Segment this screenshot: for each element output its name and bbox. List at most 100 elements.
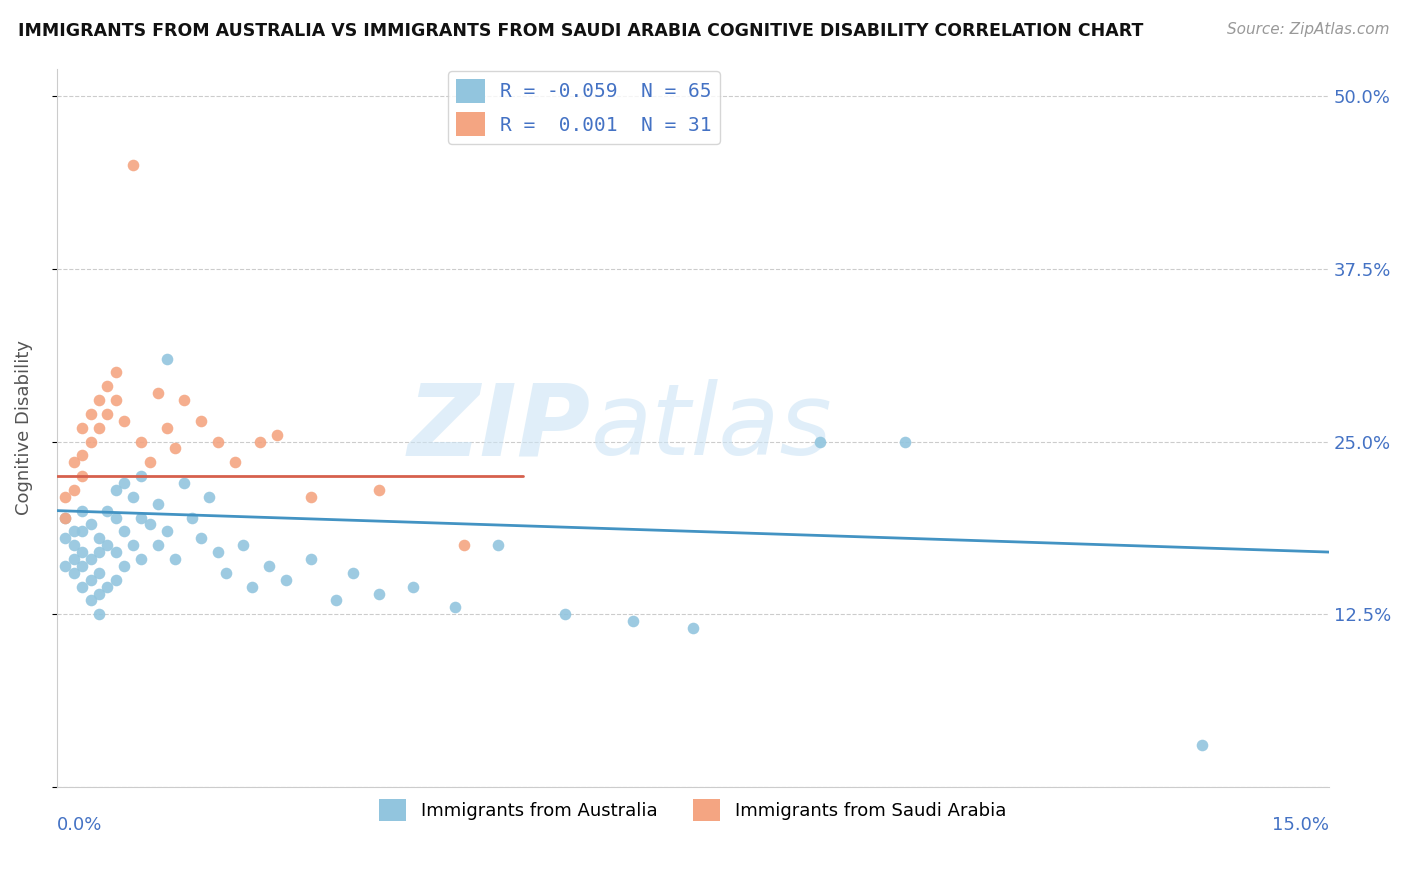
Legend: R = -0.059  N = 65, R =  0.001  N = 31: R = -0.059 N = 65, R = 0.001 N = 31 xyxy=(449,71,720,144)
Point xyxy=(165,442,187,456)
Point xyxy=(87,607,110,622)
Point xyxy=(79,573,101,587)
Point xyxy=(342,566,364,580)
Point xyxy=(207,434,229,449)
Point xyxy=(104,393,127,408)
Point xyxy=(257,558,280,573)
Point xyxy=(70,545,93,559)
Point xyxy=(156,524,179,539)
Point xyxy=(53,510,76,524)
Text: IMMIGRANTS FROM AUSTRALIA VS IMMIGRANTS FROM SAUDI ARABIA COGNITIVE DISABILITY C: IMMIGRANTS FROM AUSTRALIA VS IMMIGRANTS … xyxy=(18,22,1143,40)
Point xyxy=(148,538,170,552)
Point xyxy=(53,531,76,545)
Text: 0.0%: 0.0% xyxy=(56,815,103,834)
Point xyxy=(131,469,153,483)
Point xyxy=(173,475,195,490)
Point xyxy=(79,593,101,607)
Point xyxy=(198,490,221,504)
Point xyxy=(486,538,509,552)
Point xyxy=(114,524,136,539)
Point xyxy=(148,497,170,511)
Point xyxy=(139,455,162,469)
Point xyxy=(299,490,322,504)
Point xyxy=(87,545,110,559)
Point xyxy=(87,421,110,435)
Text: ZIP: ZIP xyxy=(408,379,591,476)
Point xyxy=(87,393,110,408)
Point xyxy=(367,483,389,497)
Point xyxy=(53,490,76,504)
Point xyxy=(96,379,118,393)
Point xyxy=(104,510,127,524)
Point xyxy=(70,558,93,573)
Point xyxy=(215,566,238,580)
Point xyxy=(96,503,118,517)
Point xyxy=(53,558,76,573)
Point xyxy=(104,483,127,497)
Point xyxy=(402,580,425,594)
Point xyxy=(53,510,76,524)
Point xyxy=(453,538,475,552)
Point xyxy=(70,421,93,435)
Point xyxy=(173,393,195,408)
Point xyxy=(114,475,136,490)
Point xyxy=(224,455,246,469)
Point xyxy=(79,552,101,566)
Point xyxy=(96,538,118,552)
Point xyxy=(79,434,101,449)
Point xyxy=(122,490,145,504)
Point xyxy=(131,510,153,524)
Point xyxy=(122,158,145,172)
Point xyxy=(62,538,84,552)
Point xyxy=(249,434,271,449)
Point xyxy=(148,386,170,401)
Point xyxy=(70,580,93,594)
Point xyxy=(79,517,101,532)
Point xyxy=(1191,739,1213,753)
Point xyxy=(96,407,118,421)
Point xyxy=(62,566,84,580)
Point xyxy=(70,469,93,483)
Point xyxy=(893,434,915,449)
Point xyxy=(104,573,127,587)
Point xyxy=(62,483,84,497)
Point xyxy=(621,614,644,628)
Y-axis label: Cognitive Disability: Cognitive Disability xyxy=(15,340,32,516)
Point xyxy=(207,545,229,559)
Point xyxy=(165,552,187,566)
Point xyxy=(70,524,93,539)
Point xyxy=(79,407,101,421)
Point xyxy=(299,552,322,566)
Point xyxy=(62,524,84,539)
Point xyxy=(554,607,576,622)
Point xyxy=(131,434,153,449)
Point xyxy=(367,586,389,600)
Point xyxy=(240,580,263,594)
Text: atlas: atlas xyxy=(591,379,832,476)
Point xyxy=(70,503,93,517)
Point xyxy=(181,510,204,524)
Point xyxy=(62,552,84,566)
Point xyxy=(114,414,136,428)
Point xyxy=(274,573,297,587)
Text: 15.0%: 15.0% xyxy=(1272,815,1329,834)
Point xyxy=(62,455,84,469)
Point xyxy=(190,531,212,545)
Point xyxy=(104,366,127,380)
Point xyxy=(87,531,110,545)
Point xyxy=(156,351,179,366)
Point xyxy=(682,621,704,635)
Point xyxy=(87,566,110,580)
Point xyxy=(232,538,254,552)
Text: Source: ZipAtlas.com: Source: ZipAtlas.com xyxy=(1226,22,1389,37)
Point xyxy=(139,517,162,532)
Point xyxy=(122,538,145,552)
Point xyxy=(131,552,153,566)
Point xyxy=(325,593,347,607)
Point xyxy=(190,414,212,428)
Point xyxy=(87,586,110,600)
Point xyxy=(808,434,831,449)
Point xyxy=(70,448,93,462)
Point xyxy=(266,427,288,442)
Point xyxy=(444,600,467,615)
